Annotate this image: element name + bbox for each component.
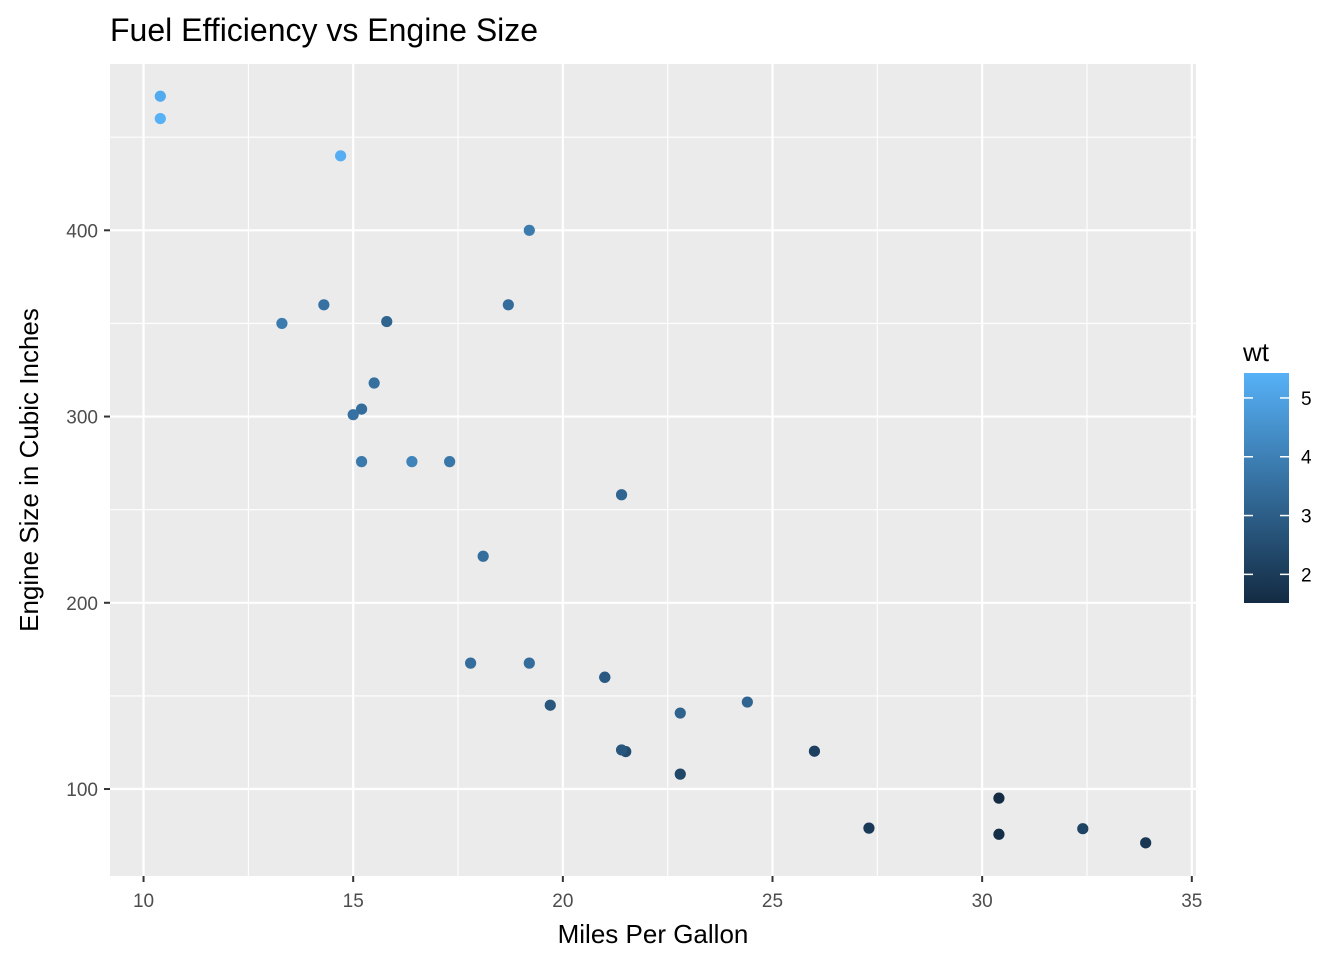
data-point xyxy=(355,403,368,415)
data-point xyxy=(993,792,1005,804)
x-axis: 10 15 20 25 30 35 xyxy=(133,876,1202,912)
data-point xyxy=(674,707,686,719)
data-point xyxy=(674,768,686,780)
y-tick-label: 100 xyxy=(66,780,98,801)
x-axis-title: Miles Per Gallon xyxy=(558,919,749,949)
x-tick-label: 15 xyxy=(343,891,364,912)
major-gridlines xyxy=(110,64,1196,876)
plot-panel xyxy=(110,64,1196,876)
data-point xyxy=(615,489,628,501)
data-point xyxy=(523,224,535,236)
color-legend: wt 2 3 4 5 xyxy=(1242,337,1312,603)
data-point xyxy=(1077,823,1089,835)
y-tick-label: 400 xyxy=(66,221,98,242)
data-point xyxy=(615,744,628,756)
data-point xyxy=(544,699,556,711)
data-point xyxy=(523,657,535,669)
data-point xyxy=(276,317,288,330)
data-point xyxy=(355,456,368,468)
data-point xyxy=(863,822,875,834)
data-point xyxy=(347,409,359,421)
legend-colorbar xyxy=(1244,373,1289,603)
data-point xyxy=(154,90,166,102)
data-point xyxy=(808,745,821,757)
data-point xyxy=(406,456,418,468)
y-axis-title: Engine Size in Cubic Inches xyxy=(14,308,44,632)
y-tick-label: 200 xyxy=(66,594,98,615)
x-tick-label: 20 xyxy=(552,891,573,912)
legend-tick-label: 5 xyxy=(1301,389,1312,410)
legend-tick-label: 2 xyxy=(1301,565,1312,586)
legend-tick-label: 4 xyxy=(1301,448,1312,469)
legend-tick-label: 3 xyxy=(1301,507,1312,528)
x-tick-label: 35 xyxy=(1181,891,1202,912)
data-point xyxy=(477,550,489,562)
legend-title: wt xyxy=(1242,337,1270,367)
minor-gridlines xyxy=(110,64,1196,876)
x-tick-label: 30 xyxy=(972,891,993,912)
data-point xyxy=(381,315,393,328)
y-axis: 100 200 300 400 xyxy=(66,221,110,801)
data-point xyxy=(502,299,514,311)
data-point xyxy=(1140,837,1152,849)
x-tick-label: 25 xyxy=(762,891,783,912)
chart-title: Fuel Efficiency vs Engine Size xyxy=(110,12,538,48)
data-point xyxy=(318,299,330,311)
data-point xyxy=(599,671,611,683)
y-tick-label: 300 xyxy=(66,408,98,429)
data-point xyxy=(741,696,753,708)
data-point xyxy=(993,828,1005,840)
data-point xyxy=(154,112,166,125)
x-tick-label: 10 xyxy=(133,891,154,912)
data-point xyxy=(335,150,347,162)
data-point xyxy=(465,657,477,669)
data-points xyxy=(154,90,1152,849)
data-point xyxy=(368,377,380,389)
legend-ticks: 2 3 4 5 xyxy=(1244,389,1312,586)
data-point xyxy=(444,456,456,468)
